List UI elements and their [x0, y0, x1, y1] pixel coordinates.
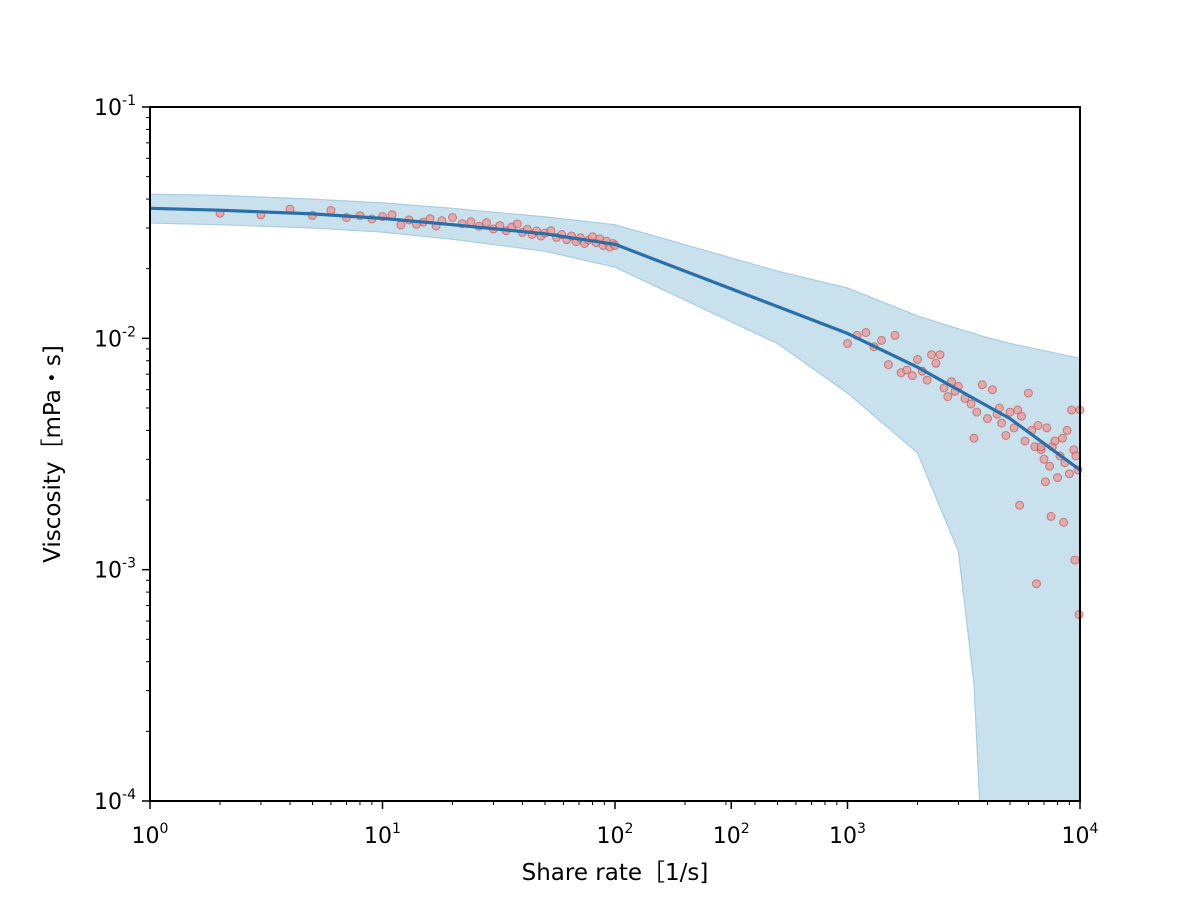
fit-line-layer	[149, 206, 1081, 472]
x-tick-label: 100	[132, 821, 169, 849]
data-point	[931, 358, 941, 368]
data-point	[482, 218, 491, 228]
data-point	[1046, 511, 1056, 521]
data-point	[935, 350, 945, 360]
data-point	[1039, 454, 1049, 464]
data-point	[1070, 555, 1080, 565]
data-point	[913, 355, 922, 364]
y-tick-label: 10-4	[94, 787, 136, 815]
y-tick-label: 10-1	[94, 93, 136, 121]
y-tick-label: 10-3	[94, 556, 136, 584]
data-point	[1040, 477, 1050, 487]
data-point	[1017, 411, 1026, 421]
data-point	[943, 392, 953, 402]
data-point	[877, 335, 886, 345]
data-point	[1001, 431, 1011, 440]
data-point	[983, 414, 992, 424]
x-tick-label: 103	[829, 821, 866, 849]
data-point	[987, 385, 997, 395]
data-point	[1005, 407, 1015, 417]
data-point	[902, 365, 912, 375]
data-point	[1053, 473, 1062, 483]
y-axis-title: Viscosity［mPa・s]	[40, 345, 66, 563]
data-point	[1023, 388, 1033, 398]
data-point	[466, 217, 476, 227]
axis-ticks-layer: 100 101 102 102 103 104 10-1 10-2 10-3 10-4	[94, 93, 1099, 849]
data-point	[1042, 423, 1052, 433]
data-point	[1015, 500, 1025, 510]
data-point	[1050, 436, 1060, 446]
data-point	[907, 371, 917, 381]
confidence-band	[149, 193, 1081, 802]
data-point	[972, 407, 982, 417]
data-point	[997, 418, 1007, 428]
x-tick-label: 104	[1062, 821, 1099, 849]
data-point	[1064, 469, 1074, 479]
data-point	[883, 360, 893, 370]
x-tick-label: 101	[364, 821, 401, 849]
data-point	[969, 433, 979, 443]
data-point	[448, 213, 457, 222]
data-point	[861, 328, 871, 337]
x-tick-label: 102	[597, 821, 634, 849]
data-point	[1033, 421, 1043, 430]
data-point	[966, 399, 976, 409]
data-point	[927, 350, 937, 360]
confidence-band-layer	[149, 193, 1081, 802]
data-point	[396, 220, 406, 230]
data-point	[1071, 451, 1081, 461]
data-point	[1059, 517, 1069, 527]
x-axis-title: Share rate［1/s]	[522, 860, 709, 886]
data-point	[843, 339, 852, 348]
data-point	[1009, 423, 1019, 433]
y-tick-label: 10-2	[94, 324, 136, 352]
data-point	[922, 375, 932, 385]
data-point	[1032, 579, 1041, 589]
data-point	[1057, 433, 1067, 443]
data-point	[512, 219, 522, 229]
fit-line	[149, 206, 1081, 472]
data-point	[1045, 461, 1055, 471]
data-point	[1020, 436, 1030, 446]
data-point	[977, 380, 987, 390]
data-point	[1067, 405, 1077, 415]
data-point	[1062, 425, 1072, 435]
x-tick-label: 102	[713, 821, 750, 849]
data-point	[890, 330, 900, 340]
data-point	[939, 383, 949, 393]
